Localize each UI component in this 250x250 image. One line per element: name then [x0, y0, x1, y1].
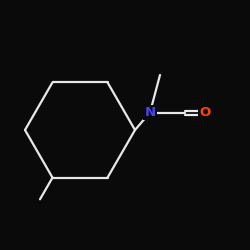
Text: O: O	[200, 106, 210, 119]
Text: N: N	[144, 106, 156, 119]
